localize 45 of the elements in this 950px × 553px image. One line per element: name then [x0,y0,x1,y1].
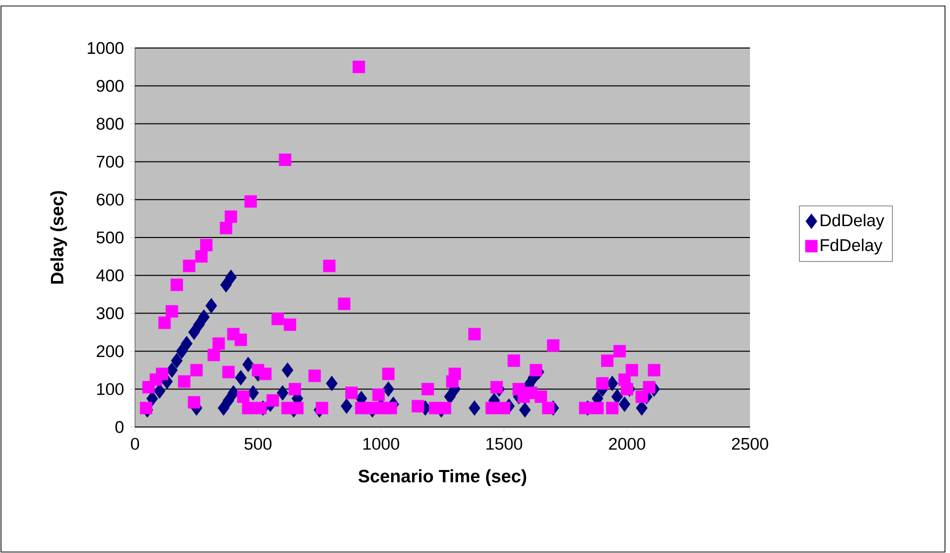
y-tick-label: 700 [96,156,124,168]
legend-label: FdDelay [820,238,882,254]
point [171,352,183,368]
point [606,376,618,392]
point [225,270,237,285]
point [234,370,247,386]
point [218,400,230,416]
x-tick-label: 1500 [486,438,522,450]
point [220,277,232,293]
point [282,362,294,378]
x-tick-label: 500 [244,438,272,450]
point [468,400,480,416]
point [222,392,234,408]
x-tick-label: 2000 [609,438,646,450]
point [618,396,630,412]
y-tick-label: 200 [96,345,124,358]
point [198,309,210,325]
point [326,376,338,392]
y-tick-label: 0 [115,420,124,433]
y-axis-title: Delay (sec) [50,191,67,284]
x-axis-title: Scenario Time (sec) [358,469,526,486]
point [193,316,205,332]
y-tick-label: 500 [96,231,124,244]
point [242,356,254,372]
y-tick-label: 300 [96,307,124,320]
x-tick-label: 1000 [363,438,400,450]
point [228,385,240,401]
point [205,298,218,314]
point [247,385,259,401]
legend-label: DdDelay [820,214,884,230]
y-tick-label: 1000 [88,42,124,54]
point [180,336,192,352]
point [382,381,394,397]
point [166,362,178,378]
x-tick-label: 0 [130,438,140,450]
y-tick-label: 900 [96,80,124,92]
y-tick-label: 100 [97,383,124,396]
y-tick-label: 800 [96,118,124,130]
y-tick-label: 600 [96,194,124,206]
y-tick-label: 400 [96,269,124,282]
x-tick-label: 2500 [732,438,768,450]
point [340,398,352,414]
point [519,402,531,418]
point [611,388,623,404]
point [276,385,288,401]
